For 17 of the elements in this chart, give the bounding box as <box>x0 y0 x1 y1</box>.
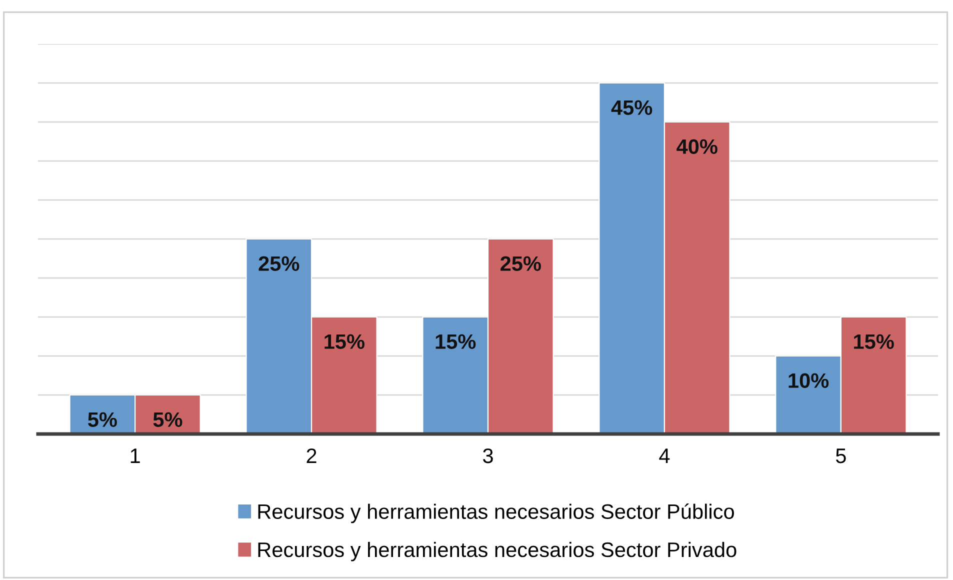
data-label: 10% <box>788 373 829 388</box>
x-tick-label: 5 <box>836 448 846 464</box>
data-label: 5% <box>153 412 182 427</box>
data-label: 40% <box>676 139 718 154</box>
data-label: 25% <box>258 256 300 271</box>
x-tick-label: 2 <box>306 448 316 463</box>
data-label: 15% <box>436 334 476 349</box>
data-label: 25% <box>500 256 541 271</box>
x-tick-label: 3 <box>483 448 493 464</box>
legend-label: Recursos y herramientas necesarios Sector Privado <box>258 542 736 562</box>
data-label: 15% <box>854 334 894 349</box>
x-tick-label: 1 <box>130 448 140 463</box>
data-label: 5% <box>88 412 117 427</box>
legend-label: Recursos y herramientas necesarios Sector Público <box>258 503 734 524</box>
data-label: 45% <box>611 100 652 115</box>
data-label: 15% <box>324 334 364 349</box>
x-tick-label: 4 <box>659 448 670 463</box>
